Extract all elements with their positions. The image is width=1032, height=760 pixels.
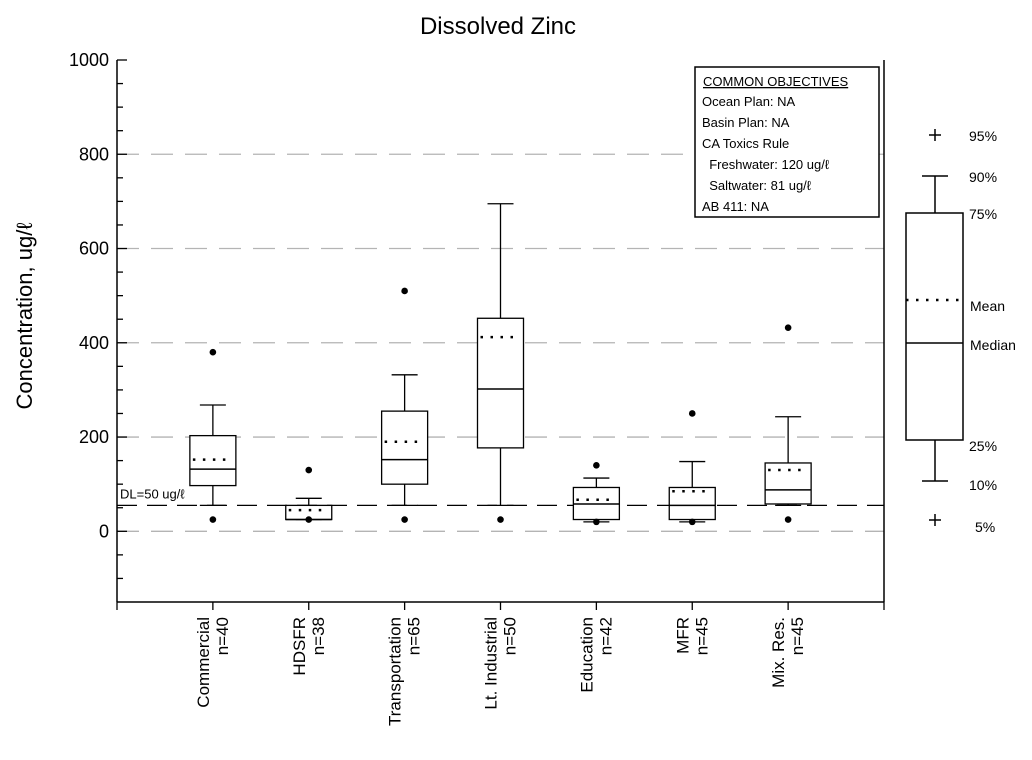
legend-label-p90: 90%	[969, 169, 997, 185]
p95-point	[784, 324, 792, 332]
p5-point	[688, 518, 696, 526]
legend-label-p10: 10%	[969, 477, 997, 493]
objective-line: Ocean Plan: NA	[702, 94, 796, 109]
box-group	[668, 410, 716, 526]
category-count-label: n=50	[501, 617, 520, 655]
box-group	[476, 203, 525, 523]
objectives-box: COMMON OBJECTIVES Ocean Plan: NA Basin P…	[694, 66, 880, 218]
box-group	[380, 287, 429, 523]
legend-label-mean: Mean	[970, 298, 1005, 314]
p5-point	[401, 516, 408, 523]
legend-label-p75: 75%	[969, 206, 997, 222]
p5-point	[209, 516, 217, 523]
category-label: Commercial	[194, 617, 213, 708]
legend-p5-marker	[929, 514, 941, 526]
legend: 95% 90% 75% Mean Median 25% 10% 5%	[905, 128, 1016, 535]
p95-point	[593, 462, 600, 469]
category-count-label: n=45	[788, 617, 807, 655]
y-axis-label: Concentration, ug/ℓ	[12, 222, 37, 410]
box-group	[285, 466, 333, 523]
box-iqr	[476, 317, 525, 449]
y-tick-label: 400	[79, 333, 109, 353]
y-tick-label: 200	[79, 427, 109, 447]
objectives-title: COMMON OBJECTIVES	[703, 74, 849, 89]
boxes	[189, 203, 812, 526]
category-label: HDSFR	[290, 617, 309, 676]
legend-label-median: Median	[970, 337, 1016, 353]
p5-point	[593, 518, 600, 526]
x-axis: Commercial n=40 HDSFR n=38 Transportation n=6…	[116, 602, 885, 726]
category-label: MFR	[673, 617, 692, 654]
category-count-label: n=38	[309, 617, 328, 655]
p95-point	[209, 348, 217, 356]
y-tick-label: 600	[79, 239, 109, 259]
objective-line: CA Toxics Rule	[702, 136, 789, 151]
p5-point	[784, 516, 792, 523]
detection-limit: DL=50 ug/ℓ	[117, 486, 884, 507]
legend-p95-marker	[929, 129, 941, 141]
category-count-label: n=65	[405, 617, 424, 655]
category-count-label: n=45	[692, 617, 711, 655]
legend-box	[905, 212, 964, 441]
y-tick-label: 800	[79, 144, 109, 164]
y-tick-label: 0	[99, 521, 109, 541]
category-label: Education	[577, 617, 596, 693]
box-iqr	[380, 410, 429, 485]
objective-line: Basin Plan: NA	[702, 115, 790, 130]
legend-label-p5: 5%	[975, 519, 995, 535]
category-count-label: n=42	[596, 617, 615, 655]
p95-point	[305, 466, 313, 474]
category-label: Mix. Res.	[769, 617, 788, 688]
objective-line: Saltwater: 81 ug/ℓ	[702, 178, 812, 193]
p95-point	[688, 410, 696, 417]
detection-limit-label: DL=50 ug/ℓ	[120, 486, 185, 501]
category-label: Transportation	[386, 617, 405, 726]
p95-point	[401, 287, 408, 295]
p5-point	[305, 516, 313, 523]
p5-point	[497, 516, 504, 523]
objectives-box-frame	[694, 66, 880, 218]
legend-label-p25: 25%	[969, 438, 997, 454]
box-group	[572, 462, 621, 526]
category-count-label: n=40	[213, 617, 232, 655]
y-axis: 0 200 400 600 800 1000	[69, 50, 127, 580]
objective-line: Freshwater: 120 ug/ℓ	[702, 157, 830, 172]
category-label: Lt. Industrial	[482, 617, 501, 710]
box-group	[764, 324, 812, 523]
objective-line: AB 411: NA	[702, 199, 769, 214]
legend-label-p95: 95%	[969, 128, 997, 144]
y-tick-label: 1000	[69, 50, 109, 70]
box-group	[189, 348, 237, 523]
chart-title: Dissolved Zinc	[420, 13, 576, 40]
